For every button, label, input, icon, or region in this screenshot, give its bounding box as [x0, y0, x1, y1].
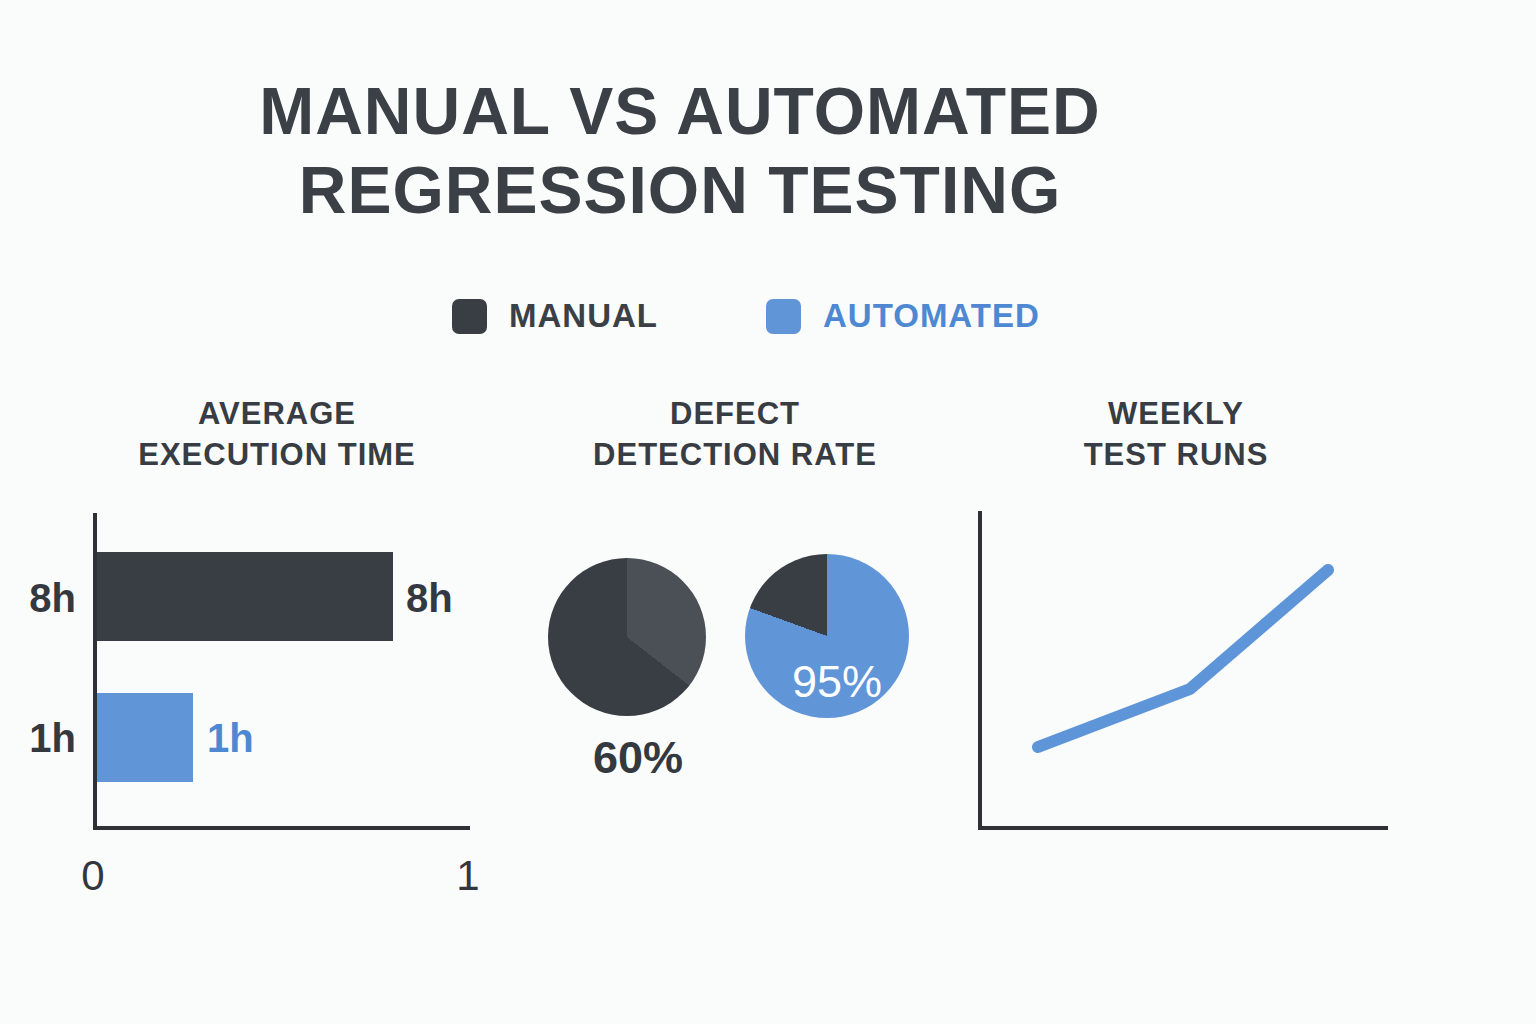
defect-rate-heading: DEFECT DETECTION RATE	[535, 393, 935, 475]
page-title-line1: MANUAL VS AUTOMATED	[0, 72, 1360, 151]
legend-item-manual: MANUAL	[452, 297, 658, 335]
legend: MANUAL AUTOMATED	[452, 297, 1040, 335]
manual-pie-value-label: 60%	[568, 732, 708, 784]
manual-pie-chart	[548, 558, 706, 716]
defect-rate-heading-line1: DEFECT	[535, 393, 935, 434]
automated-bar	[97, 693, 193, 782]
automated-color-swatch-icon	[766, 299, 801, 334]
defect-rate-heading-line2: DETECTION RATE	[535, 434, 935, 475]
legend-label-automated: AUTOMATED	[823, 297, 1040, 335]
manual-bar-value-label: 8h	[406, 577, 453, 619]
automated-bar-value-label: 1h	[207, 717, 254, 759]
execution-time-heading: AVERAGE EXECUTION TIME	[77, 393, 477, 475]
trend-polyline	[1038, 570, 1328, 747]
page-title-line2: REGRESSION TESTING	[0, 151, 1360, 230]
x-axis-tick-0: 0	[63, 852, 123, 900]
manual-bar	[97, 552, 393, 641]
execution-time-heading-line2: EXECUTION TIME	[77, 434, 477, 475]
execution-time-heading-line1: AVERAGE	[77, 393, 477, 434]
legend-label-manual: MANUAL	[509, 297, 658, 335]
automated-pie-value-label: 95%	[755, 656, 919, 708]
manual-bar-axis-label: 8h	[0, 577, 76, 619]
legend-item-automated: AUTOMATED	[766, 297, 1040, 335]
weekly-runs-heading: WEEKLY TEST RUNS	[976, 393, 1376, 475]
page-title: MANUAL VS AUTOMATED REGRESSION TESTING	[0, 72, 1360, 230]
manual-color-swatch-icon	[452, 299, 487, 334]
automated-bar-axis-label: 1h	[0, 717, 76, 759]
weekly-runs-heading-line1: WEEKLY	[976, 393, 1376, 434]
bar-chart-x-axis	[93, 826, 470, 830]
weekly-runs-heading-line2: TEST RUNS	[976, 434, 1376, 475]
weekly-runs-trend-line	[978, 511, 1388, 831]
x-axis-tick-1: 1	[438, 852, 498, 900]
